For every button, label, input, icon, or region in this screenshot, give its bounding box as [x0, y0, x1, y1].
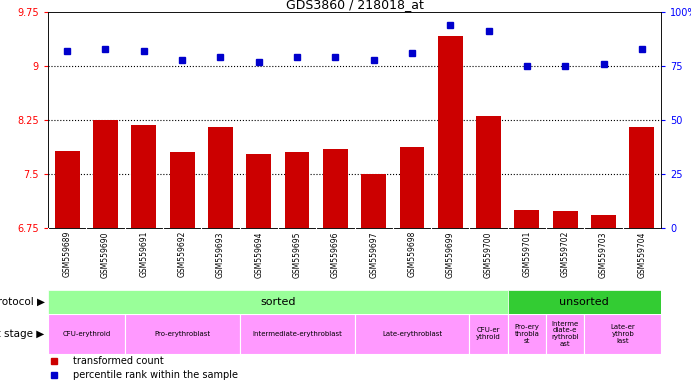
Text: GSM559700: GSM559700 [484, 231, 493, 278]
Text: sorted: sorted [260, 297, 296, 307]
Bar [630, 127, 654, 228]
Text: GSM559696: GSM559696 [331, 231, 340, 278]
Text: GSM559689: GSM559689 [63, 231, 72, 278]
Bar [508, 314, 546, 354]
Bar [508, 290, 661, 314]
Bar [585, 314, 661, 354]
Bar [399, 147, 424, 228]
Text: GSM559692: GSM559692 [178, 231, 187, 278]
Bar [323, 149, 348, 228]
Text: CFU-er
ythroid: CFU-er ythroid [476, 328, 501, 341]
Text: Late-er
ythrob
last: Late-er ythrob last [610, 324, 635, 344]
Text: GSM559699: GSM559699 [446, 231, 455, 278]
Text: Intermediate-erythroblast: Intermediate-erythroblast [252, 331, 342, 337]
Bar [48, 314, 124, 354]
Bar [124, 314, 240, 354]
Text: unsorted: unsorted [560, 297, 609, 307]
Bar [553, 212, 578, 228]
Bar [438, 36, 463, 228]
Bar [246, 154, 271, 228]
Text: GSM559691: GSM559691 [140, 231, 149, 278]
Text: Late-erythroblast: Late-erythroblast [382, 331, 442, 337]
Text: CFU-erythroid: CFU-erythroid [62, 331, 111, 337]
Bar [170, 152, 195, 228]
Text: GSM559702: GSM559702 [560, 231, 569, 278]
Bar [476, 116, 501, 228]
Bar [55, 151, 79, 228]
Bar [93, 120, 118, 228]
Bar [591, 215, 616, 228]
Text: protocol ▶: protocol ▶ [0, 297, 44, 307]
Bar [354, 314, 469, 354]
Bar [469, 314, 508, 354]
Bar [515, 210, 540, 228]
Text: GSM559693: GSM559693 [216, 231, 225, 278]
Bar [546, 314, 585, 354]
Bar [285, 152, 310, 228]
Text: Pro-erythroblast: Pro-erythroblast [154, 331, 210, 337]
Text: Pro-ery
throbla
st: Pro-ery throbla st [515, 324, 540, 344]
Bar [131, 125, 156, 228]
Text: GSM559701: GSM559701 [522, 231, 531, 278]
Text: GSM559703: GSM559703 [599, 231, 608, 278]
Text: GSM559704: GSM559704 [637, 231, 646, 278]
Text: GSM559690: GSM559690 [101, 231, 110, 278]
Text: GSM559695: GSM559695 [292, 231, 301, 278]
Bar [208, 127, 233, 228]
Text: Interme
diate-e
rythrobl
ast: Interme diate-e rythrobl ast [551, 321, 579, 348]
Text: GSM559698: GSM559698 [408, 231, 417, 278]
Text: GSM559697: GSM559697 [369, 231, 378, 278]
Text: GSM559694: GSM559694 [254, 231, 263, 278]
Bar [240, 314, 354, 354]
Text: transformed count: transformed count [73, 356, 163, 366]
Text: percentile rank within the sample: percentile rank within the sample [73, 370, 238, 380]
Text: development stage ▶: development stage ▶ [0, 329, 44, 339]
Bar [48, 290, 508, 314]
Title: GDS3860 / 218018_at: GDS3860 / 218018_at [285, 0, 424, 11]
Bar [361, 174, 386, 228]
